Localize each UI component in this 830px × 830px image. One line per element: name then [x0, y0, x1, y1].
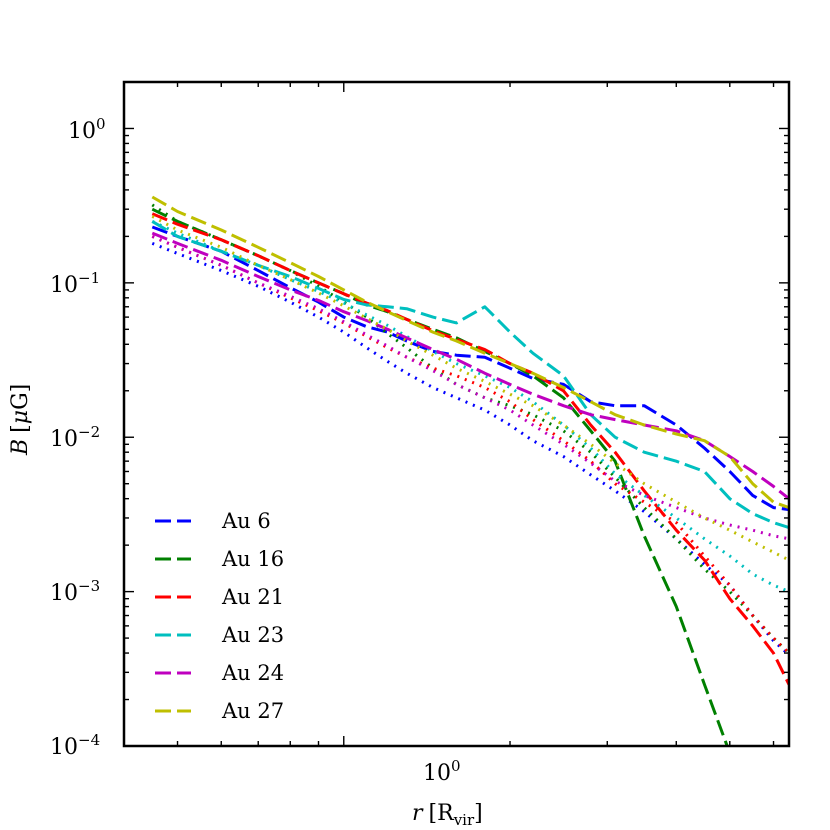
series-au-6-dashed: [151, 225, 789, 512]
legend-label-au-27: Au 27: [221, 699, 284, 723]
legend-label-au-6: Au 6: [221, 509, 271, 533]
legend-label-au-23: Au 23: [221, 623, 284, 647]
legend-label-au-24: Au 24: [221, 661, 284, 685]
y-tick-label-0.0001: 10−4: [50, 731, 100, 760]
legend-label-au-21: Au 21: [221, 585, 284, 609]
legend-label-au-16: Au 16: [221, 547, 284, 571]
y-tick-label-0.001: 10−3: [50, 577, 100, 606]
x-tick-label-1: 100: [423, 757, 461, 786]
series-au-16-dotted: [151, 203, 789, 655]
series-au-23-dashed: [151, 220, 789, 530]
series-au-23-dotted: [151, 220, 789, 593]
y-tick-label-0.1: 10−1: [50, 269, 100, 298]
y-tick-label-0.01: 10−2: [50, 423, 100, 452]
series-au-27-dashed: [151, 195, 789, 510]
series-layer: [151, 195, 789, 746]
y-tick-label-1: 100: [68, 115, 106, 144]
series-au-16-dashed: [151, 207, 789, 746]
series-au-24-dashed: [151, 231, 789, 500]
tick-layer: [123, 81, 789, 747]
x-axis-label: r [Rvir]: [412, 801, 483, 829]
plot-frame: [122, 80, 791, 748]
y-axis-label: B[μG]: [8, 384, 33, 456]
series-au-21-dashed: [151, 212, 789, 686]
legend: Au 6 Au 16 Au 21 Au 23 Au 24 Au 27: [155, 509, 284, 723]
